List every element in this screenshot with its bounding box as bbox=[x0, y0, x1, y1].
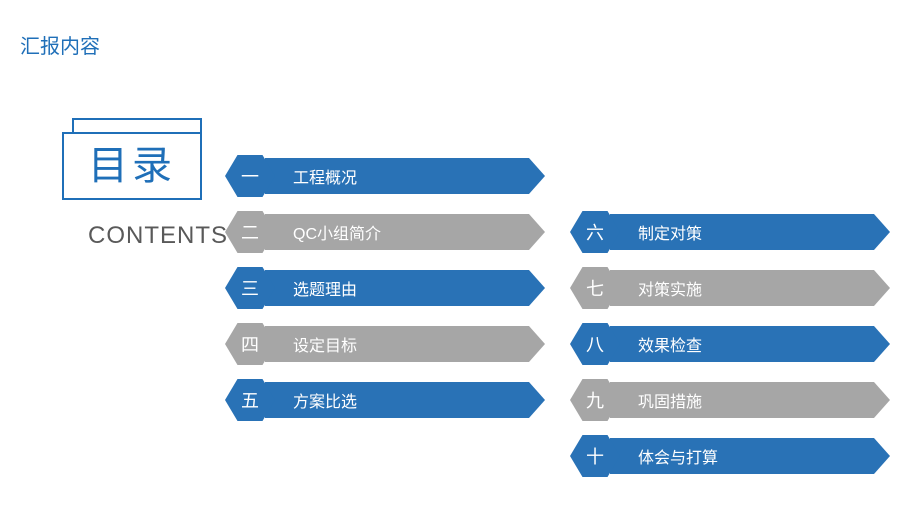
toc-item-label-bar: 方案比选 bbox=[265, 382, 545, 418]
toc-item: 设定目标四 bbox=[225, 323, 555, 365]
toc-item-label-bar: 对策实施 bbox=[610, 270, 890, 306]
toc-item: 方案比选五 bbox=[225, 379, 555, 421]
toc-item-label-bar: QC小组简介 bbox=[265, 214, 545, 250]
toc-main-label: 目录 bbox=[88, 146, 176, 186]
toc-sub-label: CONTENTS bbox=[88, 222, 228, 250]
toc-item-label-bar: 设定目标 bbox=[265, 326, 545, 362]
toc-item: 体会与打算十 bbox=[570, 435, 900, 477]
toc-item: 制定对策六 bbox=[570, 211, 900, 253]
toc-item: QC小组简介二 bbox=[225, 211, 555, 253]
toc-item: 选题理由三 bbox=[225, 267, 555, 309]
toc-item: 对策实施七 bbox=[570, 267, 900, 309]
page-title: 汇报内容 bbox=[20, 30, 100, 59]
toc-item-label-bar: 制定对策 bbox=[610, 214, 890, 250]
toc-item-label-bar: 巩固措施 bbox=[610, 382, 890, 418]
items-column-right: 制定对策六对策实施七效果检查八巩固措施九体会与打算十 bbox=[570, 211, 900, 491]
toc-item-label-bar: 选题理由 bbox=[265, 270, 545, 306]
toc-item: 效果检查八 bbox=[570, 323, 900, 365]
toc-item: 巩固措施九 bbox=[570, 379, 900, 421]
toc-item-label-bar: 工程概况 bbox=[265, 158, 545, 194]
items-column-left: 工程概况一 QC小组简介二选题理由三设定目标四方案比选五 bbox=[225, 155, 555, 435]
toc-frame-front: 目录 bbox=[62, 132, 202, 200]
toc-item: 工程概况一 bbox=[225, 155, 555, 197]
toc-item-label-bar: 效果检查 bbox=[610, 326, 890, 362]
toc-item-label-bar: 体会与打算 bbox=[610, 438, 890, 474]
